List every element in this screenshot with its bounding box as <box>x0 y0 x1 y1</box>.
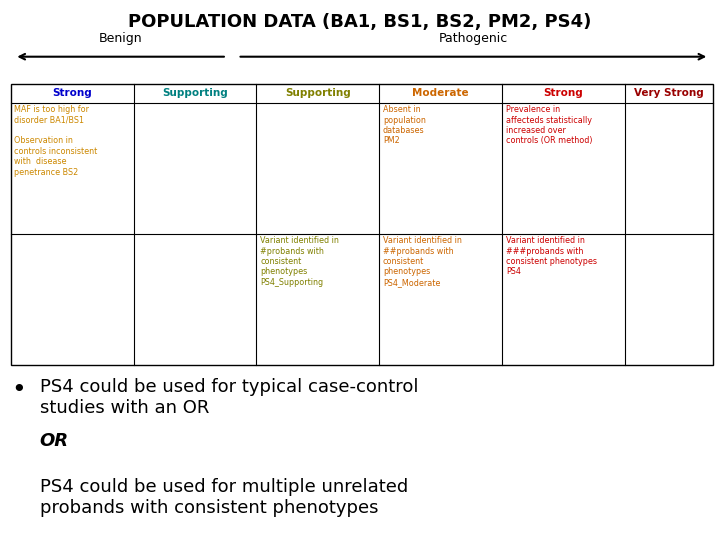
Text: Variant identified in
##probands with
consistent
phenotypes
PS4_Moderate: Variant identified in ##probands with co… <box>383 237 462 287</box>
Text: PS4 could be used for typical case-control
studies with an OR: PS4 could be used for typical case-contr… <box>40 378 418 417</box>
Text: MAF is too high for
disorder BA1/BS1

Observation in
controls inconsistent
with : MAF is too high for disorder BA1/BS1 Obs… <box>14 105 98 177</box>
Text: Absent in
population
databases
PM2: Absent in population databases PM2 <box>383 105 426 145</box>
Text: Variant identified in
#probands with
consistent
phenotypes
PS4_Supporting: Variant identified in #probands with con… <box>260 237 339 287</box>
Text: Supporting: Supporting <box>285 88 351 98</box>
Text: POPULATION DATA (BA1, BS1, BS2, PM2, PS4): POPULATION DATA (BA1, BS1, BS2, PM2, PS4… <box>128 14 592 31</box>
Text: Strong: Strong <box>544 88 583 98</box>
Text: Moderate: Moderate <box>413 88 469 98</box>
Text: OR: OR <box>40 432 68 450</box>
Text: Supporting: Supporting <box>162 88 228 98</box>
FancyBboxPatch shape <box>11 84 713 364</box>
Text: Pathogenic: Pathogenic <box>438 32 508 45</box>
Text: Benign: Benign <box>99 32 143 45</box>
Text: Strong: Strong <box>53 88 92 98</box>
Text: Very Strong: Very Strong <box>634 88 703 98</box>
Text: Variant identified in
###probands with
consistent phenotypes
PS4: Variant identified in ###probands with c… <box>505 237 597 276</box>
Text: •: • <box>11 378 25 402</box>
Text: Prevalence in
affecteds statistically
increased over
controls (OR method): Prevalence in affecteds statistically in… <box>505 105 593 145</box>
Text: PS4 could be used for multiple unrelated
probands with consistent phenotypes: PS4 could be used for multiple unrelated… <box>40 478 408 517</box>
